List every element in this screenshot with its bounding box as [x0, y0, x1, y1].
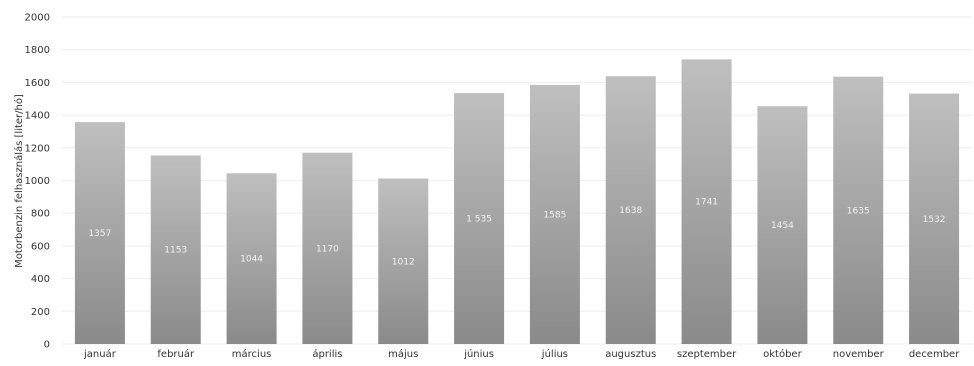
x-tick-label: február [157, 348, 195, 360]
x-tick-label: december [909, 349, 960, 360]
bar-1 [150, 155, 201, 344]
bars: 1357 1153 1044 1170 1012 1 535 1585 1638 1741 145… [74, 59, 960, 345]
bar-value-label: 1454 [771, 221, 794, 231]
x-tick-label: május [388, 348, 418, 360]
bar-value-label: 1741 [695, 198, 718, 208]
x-tick-label: november [833, 349, 885, 360]
x-tick-label: március [232, 348, 272, 360]
y-tick-label: 400 [31, 274, 50, 285]
x-tick-label: január [83, 348, 117, 360]
bar-value-label: 1 535 [466, 215, 492, 225]
bar-6 [529, 84, 580, 344]
y-tick-label: 600 [31, 241, 50, 252]
bar-10 [833, 76, 884, 345]
y-tick-label: 800 [31, 209, 50, 220]
bar-7 [605, 76, 656, 344]
bar-value-label: 1153 [164, 246, 187, 256]
bar-0 [74, 122, 125, 345]
y-tick-label: 2000 [25, 13, 50, 24]
x-tick-label: augusztus [605, 349, 656, 360]
bar-value-label: 1532 [923, 215, 946, 225]
bar-value-label: 1170 [316, 244, 339, 254]
x-tick-label: július [541, 348, 568, 360]
y-axis-ticks: 0 200 400 600 800 1000 1200 1400 1600 1800 2000 [25, 13, 50, 351]
y-tick-label: 1800 [25, 45, 50, 56]
bar-11 [909, 93, 960, 344]
bar-9 [757, 106, 808, 345]
bar-value-label: 1357 [88, 229, 111, 239]
x-tick-label: június [463, 348, 494, 360]
bar-4 [378, 178, 429, 344]
x-tick-label: szeptember [677, 349, 737, 360]
bar-5 [454, 93, 505, 344]
bar-2 [226, 173, 277, 344]
x-tick-label: április [312, 348, 342, 360]
y-tick-label: 0 [44, 340, 50, 351]
bar-value-label: 1012 [392, 257, 415, 267]
bar-value-label: 1585 [543, 210, 566, 220]
y-tick-label: 200 [31, 307, 50, 318]
y-tick-label: 1600 [25, 78, 50, 89]
bar-8 [681, 59, 732, 345]
bar-3 [302, 152, 353, 344]
bar-value-label: 1635 [847, 206, 870, 216]
y-tick-label: 1400 [25, 111, 50, 122]
y-tick-label: 1000 [25, 176, 50, 187]
y-axis-label: Motorbenzin felhasználás [liter/hó] [13, 94, 25, 268]
grid [62, 16, 972, 345]
bar-value-label: 1638 [619, 206, 642, 216]
y-tick-label: 1200 [25, 143, 50, 154]
x-axis-ticks: január február március április május június jú… [83, 348, 960, 360]
bar-value-label: 1044 [240, 255, 263, 265]
x-tick-label: október [763, 348, 802, 360]
